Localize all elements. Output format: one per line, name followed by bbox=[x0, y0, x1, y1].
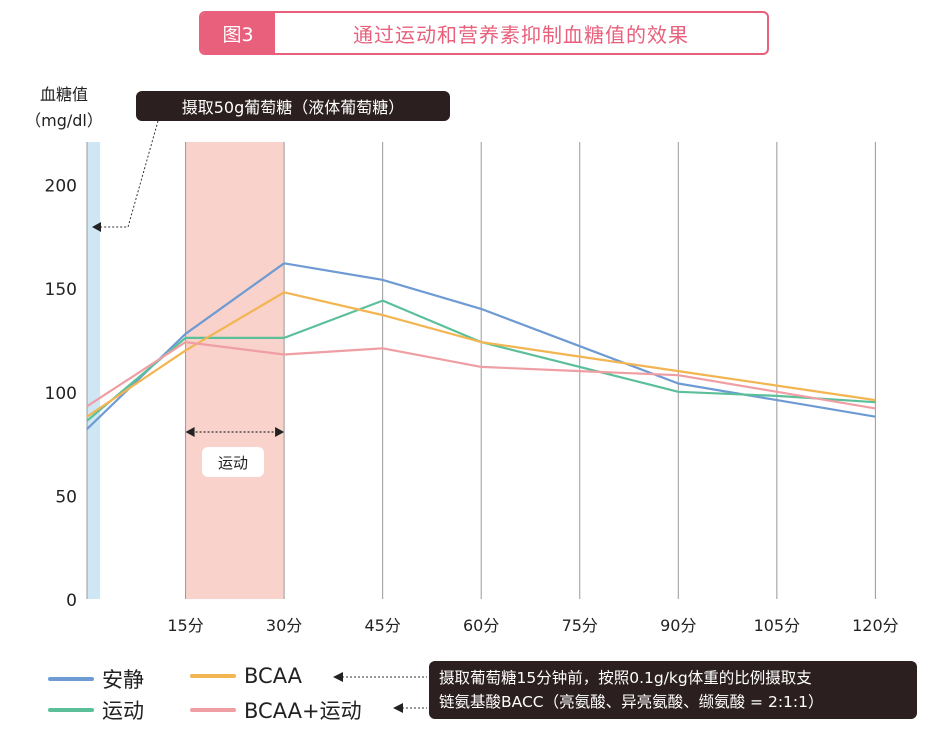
legend-swatch-rest bbox=[48, 677, 94, 681]
legend-label-bcaa-exercise: BCAA+运动 bbox=[244, 699, 362, 723]
y-tick-label-200: 200 bbox=[45, 177, 77, 197]
y-axis-label-line2: （mg/dl） bbox=[25, 111, 103, 130]
x-tick-label-15: 15分 bbox=[167, 616, 203, 635]
legend-label-rest: 安静 bbox=[102, 668, 144, 692]
x-tick-label-90: 90分 bbox=[660, 616, 696, 635]
glucose-callout-arrowhead bbox=[92, 222, 101, 232]
glucose-intake-callout: 摄取50g葡萄糖（液体葡萄糖） bbox=[136, 91, 450, 121]
exercise-period-label: 运动 bbox=[202, 447, 264, 477]
y-axis-label-line1: 血糖值 bbox=[39, 85, 88, 104]
y-axis-label: 血糖值 （mg/dl） bbox=[16, 82, 112, 134]
x-tick-label-60: 60分 bbox=[463, 616, 499, 635]
legend-swatch-bcaa-exercise bbox=[190, 708, 236, 712]
exercise-period-band bbox=[185, 142, 285, 599]
series-line-bcaa bbox=[86, 291, 876, 418]
note-line-1: 摄取葡萄糖15分钟前，按照0.1g/kg体重的比例摄取支 bbox=[439, 669, 812, 687]
figure-title: 通过运动和营养素抑制血糖值的效果 bbox=[353, 22, 689, 47]
legend-label-bcaa: BCAA bbox=[244, 664, 303, 688]
x-tick-label-30: 30分 bbox=[266, 616, 302, 635]
x-tick-label-120: 120分 bbox=[852, 616, 899, 635]
y-tick-label-0: 0 bbox=[66, 591, 77, 611]
legend-label-exercise: 运动 bbox=[102, 699, 144, 723]
exercise-arrow-right-head bbox=[275, 427, 285, 437]
legend-item-rest: 安静 bbox=[48, 664, 144, 694]
y-tick-label-50: 50 bbox=[55, 487, 77, 507]
note-line-2: 链氨基酸BACC（亮氨酸、异亮氨酸、缬氨酸 = 2:1:1） bbox=[439, 693, 824, 711]
legend-item-bcaa: BCAA bbox=[190, 664, 302, 688]
legend-item-exercise: 运动 bbox=[48, 695, 144, 725]
exercise-arrow-left-head bbox=[185, 427, 195, 437]
legend-swatch-bcaa bbox=[190, 674, 236, 678]
y-tick-label-150: 150 bbox=[45, 280, 77, 300]
legend-swatch-exercise bbox=[48, 708, 94, 712]
legend-pointer-bcaa-head bbox=[333, 672, 343, 682]
glucose-callout-pointer bbox=[100, 120, 159, 228]
x-tick-label-105: 105分 bbox=[754, 616, 801, 635]
glucose-intake-band bbox=[87, 142, 101, 599]
x-tick-label-75: 75分 bbox=[562, 616, 598, 635]
series-line-bcaa_exercise bbox=[86, 341, 876, 410]
x-tick-label-45: 45分 bbox=[364, 616, 400, 635]
legend-pointer-bcaa-exercise-head bbox=[393, 703, 403, 713]
legend-item-bcaa-exercise: BCAA+运动 bbox=[190, 695, 362, 725]
figure-number-tag: 图3 bbox=[201, 13, 275, 53]
y-tick-label-100: 100 bbox=[45, 384, 77, 404]
bcaa-note-box: 摄取葡萄糖15分钟前，按照0.1g/kg体重的比例摄取支 链氨基酸BACC（亮氨… bbox=[429, 661, 917, 719]
figure-title-box: 图3 通过运动和营养素抑制血糖值的效果 bbox=[199, 11, 769, 55]
